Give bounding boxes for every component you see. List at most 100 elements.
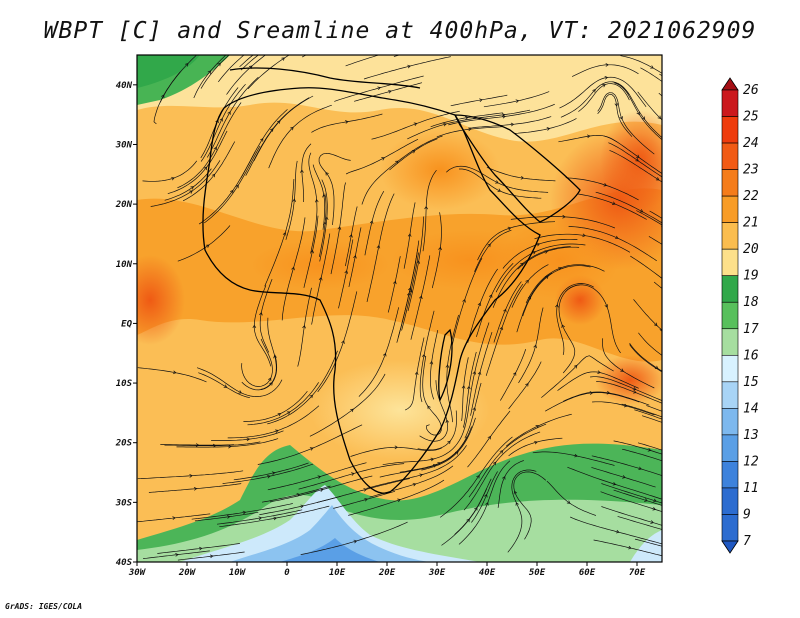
streamline bbox=[137, 513, 211, 523]
streamline bbox=[578, 193, 647, 220]
streamline-arrow bbox=[198, 546, 203, 551]
streamline bbox=[458, 460, 511, 545]
streamline bbox=[568, 226, 657, 262]
streamline bbox=[316, 478, 410, 503]
streamline-arrow bbox=[189, 473, 193, 478]
streamline-arrow bbox=[597, 370, 601, 375]
colorbar-label: 9 bbox=[743, 507, 751, 522]
colorbar-top-arrow bbox=[721, 77, 739, 91]
lon-tick-label: 10W bbox=[229, 568, 247, 578]
streamline-arrow bbox=[323, 221, 327, 226]
streamline bbox=[464, 322, 490, 429]
streamline bbox=[405, 337, 425, 411]
streamline bbox=[513, 471, 547, 540]
streamline-arrow bbox=[195, 443, 200, 447]
streamline-arrow bbox=[209, 554, 214, 559]
streamline bbox=[476, 263, 514, 338]
streamline bbox=[613, 489, 662, 506]
streamline bbox=[565, 284, 621, 354]
streamline-arrow bbox=[344, 270, 349, 274]
streamline bbox=[261, 485, 331, 503]
streamline bbox=[177, 551, 245, 561]
streamline-arrow bbox=[513, 490, 518, 495]
streamline-arrow bbox=[229, 189, 234, 194]
streamline-arrow bbox=[171, 176, 175, 181]
streamline-arrow bbox=[351, 472, 355, 476]
streamline-arrow bbox=[499, 326, 504, 331]
streamline-arrow bbox=[653, 498, 657, 503]
streamline-arrow bbox=[525, 279, 529, 284]
streamline bbox=[142, 160, 198, 182]
streamline-arrow bbox=[353, 254, 357, 259]
lon-tick-label: 60E bbox=[579, 568, 596, 578]
streamline-arrow bbox=[638, 466, 642, 471]
colorbar-label: 23 bbox=[743, 163, 759, 178]
streamline bbox=[338, 239, 354, 309]
streamline-arrow bbox=[650, 65, 654, 69]
streamline bbox=[493, 281, 522, 343]
streamline-arrow bbox=[350, 408, 354, 413]
streamline bbox=[334, 75, 424, 102]
streamline-arrow bbox=[302, 324, 306, 329]
streamline-arrow bbox=[479, 98, 483, 102]
streamline bbox=[485, 283, 524, 376]
streamline bbox=[318, 152, 351, 226]
streamline bbox=[345, 55, 380, 67]
streamline-arrow bbox=[477, 302, 482, 307]
streamline-arrow bbox=[217, 62, 221, 67]
streamline bbox=[259, 278, 273, 353]
streamline-arrow bbox=[501, 113, 506, 117]
streamline-arrow bbox=[443, 122, 447, 127]
streamline bbox=[558, 284, 580, 374]
streamline-arrow bbox=[573, 364, 578, 369]
streamline-arrow bbox=[353, 539, 358, 544]
streamline bbox=[499, 348, 527, 401]
streamline bbox=[253, 95, 314, 162]
credit-text: GrADS: IGES/COLA bbox=[5, 602, 83, 611]
streamline bbox=[620, 55, 662, 74]
streamline bbox=[361, 135, 443, 205]
streamline bbox=[407, 216, 425, 312]
streamline bbox=[222, 463, 314, 484]
streamline bbox=[578, 83, 630, 112]
streamline-arrow bbox=[566, 500, 571, 504]
streamline bbox=[245, 97, 310, 176]
colorbar-label: 19 bbox=[743, 269, 759, 284]
streamline-arrow bbox=[207, 70, 212, 74]
colorbar-swatch bbox=[721, 248, 739, 277]
streamline bbox=[330, 182, 346, 275]
streamline-arrow bbox=[503, 308, 507, 313]
streamline-arrow bbox=[647, 448, 652, 452]
streamline-arrow bbox=[411, 150, 416, 154]
streamline bbox=[436, 126, 503, 138]
streamline-arrow bbox=[612, 201, 616, 205]
streamline bbox=[164, 168, 212, 201]
streamline-arrow bbox=[619, 116, 623, 120]
streamline bbox=[403, 202, 416, 269]
streamline-arrow bbox=[273, 516, 277, 521]
streamline bbox=[200, 55, 230, 89]
streamline bbox=[505, 413, 572, 447]
lat-tick-label: 40N bbox=[116, 81, 133, 91]
streamline-arrow bbox=[487, 243, 491, 248]
map-title: WBPT [C] and Sreamline at 400hPa, VT: 20… bbox=[43, 18, 757, 44]
streamline-arrow bbox=[535, 425, 540, 429]
streamline-arrow bbox=[477, 371, 482, 375]
streamline bbox=[648, 236, 662, 245]
streamline-arrow bbox=[515, 502, 519, 506]
streamline bbox=[617, 516, 662, 530]
streamline bbox=[559, 76, 647, 109]
streamline-arrow bbox=[445, 419, 450, 424]
streamline-arrow bbox=[175, 552, 179, 557]
streamline-arrow bbox=[369, 220, 374, 224]
map-axes: 30W 20W 10W 0 10E 20E 30E 40E 50E 60E 70E 40N 30N 20N… bbox=[115, 81, 646, 578]
colorbar-swatch bbox=[721, 275, 739, 303]
streamline bbox=[312, 164, 326, 230]
streamline bbox=[591, 467, 656, 488]
streamline-arrow bbox=[281, 57, 286, 61]
streamline bbox=[143, 550, 210, 559]
lon-tick-label: 30E bbox=[428, 568, 446, 578]
streamline bbox=[211, 430, 284, 441]
streamline bbox=[518, 307, 544, 384]
streamline-arrow bbox=[455, 451, 459, 455]
